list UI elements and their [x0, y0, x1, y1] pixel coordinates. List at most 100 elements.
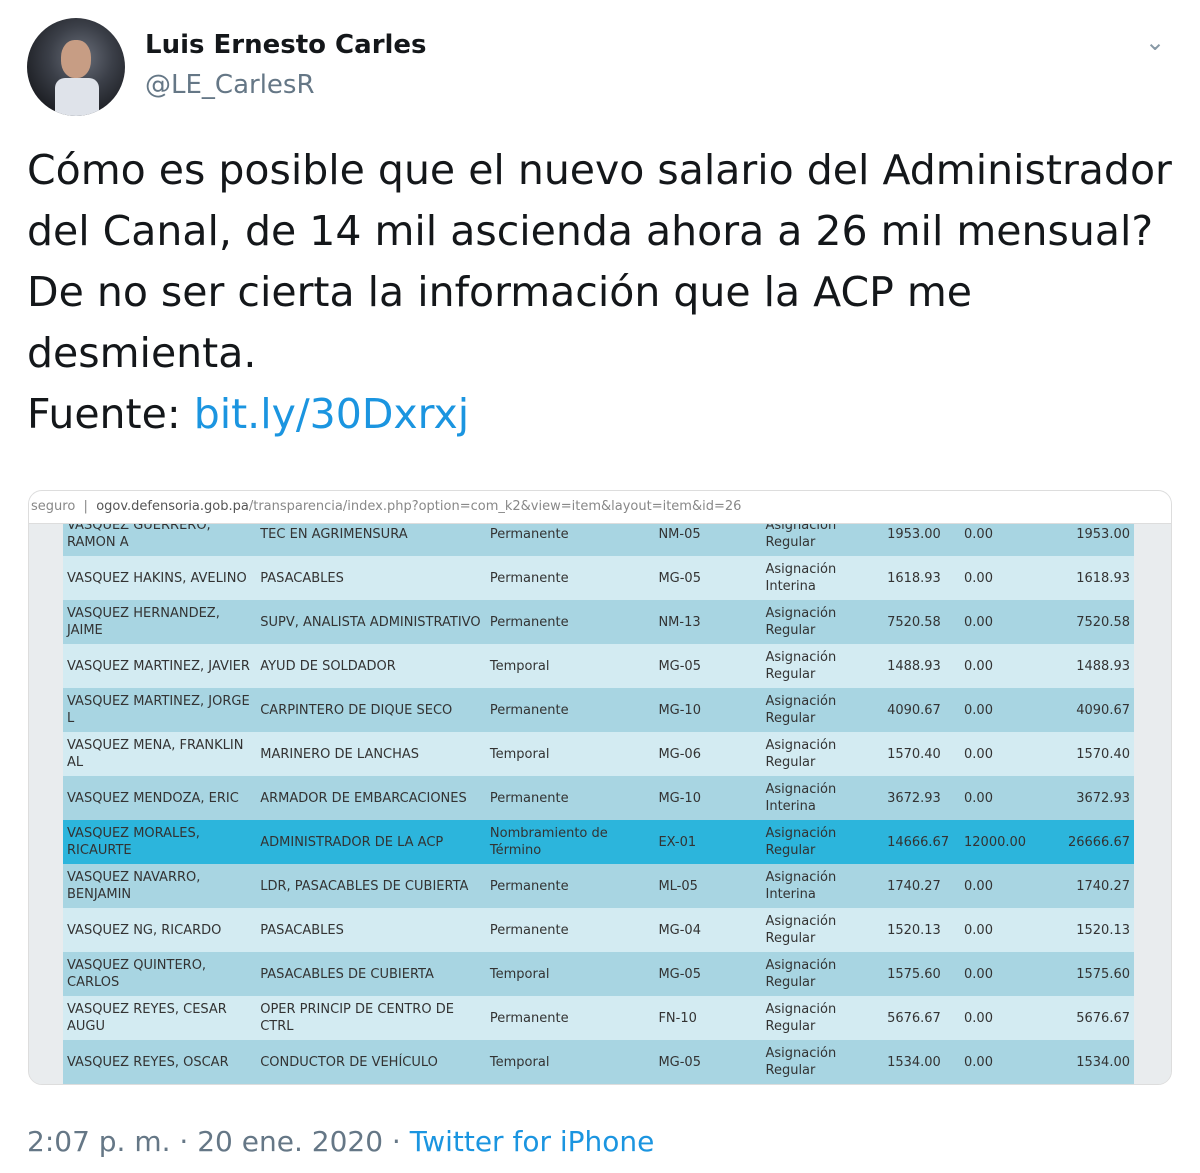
cell-grade: MG-05: [658, 966, 701, 982]
cell-name: VASQUEZ MENDOZA, ERIC: [67, 790, 239, 806]
cell-name: VASQUEZ GUERRERO, RAMON A: [67, 524, 211, 550]
cell-name: VASQUEZ NAVARRO, BENJAMIN: [67, 870, 201, 902]
cell-position: MARINERO DE LANCHAS: [260, 746, 420, 762]
tweet-text: Cómo es posible que el nuevo salario del…: [27, 140, 1177, 445]
avatar-face: [61, 40, 91, 78]
cell-name: VASQUEZ MARTINEZ, JAVIER: [67, 658, 250, 674]
url-path: /transparencia/index.php?option=com_k2&v…: [248, 499, 742, 514]
tweet-footer: 2:07 p. m. · 20 ene. 2020 · Twitter for …: [27, 1125, 654, 1158]
chevron-down-icon[interactable]: ⌄: [1144, 28, 1166, 56]
cell-extra: 0.00: [964, 702, 993, 718]
cell-extra: 0.00: [964, 614, 993, 630]
table-row: VASQUEZ HAKINS, AVELINO PASACABLES Permane…: [63, 556, 1134, 600]
cell-salary: 7520.58: [887, 614, 941, 630]
cell-assignment: Asignación Regular: [765, 694, 837, 726]
cell-salary: 1575.60: [887, 966, 941, 982]
cell-position: LDR, PASACABLES DE CUBIERTA: [260, 878, 469, 894]
url-domain: ogov.defensoria.gob.pa: [96, 499, 249, 514]
table-row: VASQUEZ MORALES, RICAURTE ADMINISTRADOR D…: [63, 820, 1134, 864]
cell-assignment: Asignación Regular: [765, 738, 837, 770]
cell-position: CONDUCTOR DE VEHÍCULO: [260, 1054, 438, 1070]
cell-total: 1520.13: [1076, 922, 1130, 938]
attached-screenshot[interactable]: seguro | ogov.defensoria.gob.pa/transpar…: [28, 490, 1172, 1085]
cell-grade: MG-05: [658, 1054, 701, 1070]
table-row: VASQUEZ REYES, CESAR AUGU OPER PRINCIP DE…: [63, 996, 1134, 1040]
cell-salary: 1488.93: [887, 658, 941, 674]
cell-salary: 1534.00: [887, 1054, 941, 1070]
cell-assignment: Asignación Regular: [765, 914, 837, 946]
cell-name: VASQUEZ MORALES, RICAURTE: [67, 826, 200, 858]
cell-grade: MG-10: [658, 790, 701, 806]
timestamp[interactable]: 2:07 p. m. · 20 ene. 2020 ·: [27, 1125, 410, 1158]
cell-name: VASQUEZ MENA, FRANKLIN AL: [67, 738, 244, 770]
cell-extra: 0.00: [964, 790, 993, 806]
cell-grade: NM-13: [658, 614, 701, 630]
table-row: VASQUEZ MARTINEZ, JORGE L CARPINTERO DE D…: [63, 688, 1134, 732]
cell-assignment: Asignación Regular: [765, 1002, 837, 1034]
cell-name: VASQUEZ REYES, OSCAR: [67, 1054, 229, 1070]
cell-type: Permanente: [489, 1010, 569, 1026]
tweet-body: Cómo es posible que el nuevo salario del…: [27, 146, 1172, 377]
cell-extra: 12000.00: [964, 834, 1027, 850]
cell-position: AYUD DE SOLDADOR: [260, 658, 396, 674]
cell-total: 1570.40: [1076, 746, 1130, 762]
cell-salary: 4090.67: [887, 702, 941, 718]
cell-extra: 0.00: [964, 878, 993, 894]
cell-salary: 5676.67: [887, 1010, 941, 1026]
left-margin: [29, 524, 66, 1084]
cell-position: CARPINTERO DE DIQUE SECO: [260, 702, 453, 718]
cell-name: VASQUEZ QUINTERO, CARLOS: [67, 958, 207, 990]
avatar[interactable]: [27, 18, 125, 116]
cell-salary: 1520.13: [887, 922, 941, 938]
cell-salary: 14666.67: [887, 834, 950, 850]
cell-total: 7520.58: [1076, 614, 1130, 630]
cell-grade: MG-10: [658, 702, 701, 718]
cell-total: 1953.00: [1076, 526, 1130, 542]
source-label: Fuente:: [27, 390, 194, 438]
table-row: VASQUEZ HERNANDEZ, JAIME SUPV, ANALISTA A…: [63, 600, 1134, 644]
cell-type: Permanente: [489, 526, 569, 542]
cell-position: PASACABLES: [260, 922, 344, 938]
cell-salary: 1618.93: [887, 570, 941, 586]
cell-total: 3672.93: [1076, 790, 1130, 806]
cell-extra: 0.00: [964, 922, 993, 938]
avatar-shirt: [55, 78, 99, 116]
cell-extra: 0.00: [964, 658, 993, 674]
cell-total: 1534.00: [1076, 1054, 1130, 1070]
table-row: VASQUEZ NG, RICARDO PASACABLES Permanente M…: [63, 908, 1134, 952]
cell-assignment: Asignación Regular: [765, 958, 837, 990]
url-prefix: seguro: [31, 499, 76, 514]
cell-assignment: Asignación Regular: [765, 650, 837, 682]
cell-assignment: Asignación Interina: [765, 782, 837, 814]
table-row: VASQUEZ NAVARRO, BENJAMIN LDR, PASACABLES…: [63, 864, 1134, 908]
cell-salary: 1953.00: [887, 526, 941, 542]
cell-position: PASACABLES: [260, 570, 344, 586]
cell-total: 26666.67: [1067, 834, 1130, 850]
source-link[interactable]: bit.ly/30Dxrxj: [193, 390, 470, 438]
table-row: VASQUEZ MARTINEZ, JAVIER AYUD DE SOLDADOR…: [63, 644, 1134, 688]
cell-total: 1618.93: [1076, 570, 1130, 586]
cell-grade: EX-01: [658, 834, 697, 850]
scrollbar[interactable]: [1130, 524, 1171, 1084]
cell-total: 5676.67: [1076, 1010, 1130, 1026]
cell-extra: 0.00: [964, 966, 993, 982]
cell-name: VASQUEZ HAKINS, AVELINO: [67, 570, 247, 586]
cell-total: 1740.27: [1076, 878, 1130, 894]
cell-type: Temporal: [489, 966, 550, 982]
cell-salary: 1740.27: [887, 878, 941, 894]
cell-type: Permanente: [489, 878, 569, 894]
cell-extra: 0.00: [964, 526, 993, 542]
cell-total: 4090.67: [1076, 702, 1130, 718]
cell-type: Permanente: [489, 790, 569, 806]
user-name[interactable]: Luis Ernesto Carles: [145, 30, 427, 60]
user-handle[interactable]: @LE_CarlesR: [145, 70, 315, 100]
cell-assignment: Asignación Regular: [765, 1046, 837, 1078]
cell-type: Permanente: [489, 922, 569, 938]
table-row: VASQUEZ MENA, FRANKLIN AL MARINERO DE LAN…: [63, 732, 1134, 776]
cell-position: SUPV, ANALISTA ADMINISTRATIVO: [260, 614, 481, 630]
cell-position: ADMINISTRADOR DE LA ACP: [260, 834, 444, 850]
source-app-link[interactable]: Twitter for iPhone: [409, 1125, 655, 1158]
cell-type: Nombramiento de Término: [489, 826, 608, 858]
cell-position: TEC EN AGRIMENSURA: [260, 526, 408, 542]
table-row: VASQUEZ QUINTERO, CARLOS PASACABLES DE CU…: [63, 952, 1134, 996]
